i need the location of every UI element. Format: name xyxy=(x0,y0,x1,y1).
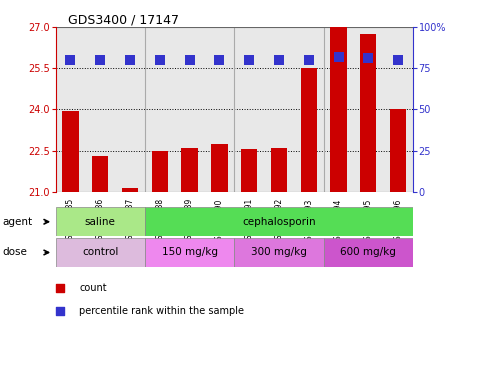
Bar xyxy=(324,238,413,267)
Bar xyxy=(56,207,145,236)
Text: 150 mg/kg: 150 mg/kg xyxy=(162,247,217,258)
Bar xyxy=(330,27,347,192)
Point xyxy=(126,57,134,63)
Point xyxy=(56,285,64,291)
Point xyxy=(185,57,193,63)
Bar xyxy=(360,34,376,192)
Bar xyxy=(182,148,198,192)
Point xyxy=(394,57,402,63)
Text: 600 mg/kg: 600 mg/kg xyxy=(341,247,396,258)
Point xyxy=(56,308,64,314)
Bar xyxy=(390,109,406,192)
Bar xyxy=(145,238,234,267)
Bar xyxy=(62,111,79,192)
Bar xyxy=(122,188,138,192)
Text: GDS3400 / 17147: GDS3400 / 17147 xyxy=(68,13,179,26)
Text: dose: dose xyxy=(2,247,28,258)
Point xyxy=(364,55,372,61)
Bar xyxy=(56,238,145,267)
Text: control: control xyxy=(82,247,118,258)
Text: 300 mg/kg: 300 mg/kg xyxy=(251,247,307,258)
Text: saline: saline xyxy=(85,217,115,227)
Text: percentile rank within the sample: percentile rank within the sample xyxy=(79,306,244,316)
Text: cephalosporin: cephalosporin xyxy=(242,217,316,227)
Bar xyxy=(234,238,324,267)
Point xyxy=(67,57,74,63)
Point xyxy=(305,57,313,63)
Bar xyxy=(152,151,168,192)
Bar xyxy=(145,207,413,236)
Point xyxy=(215,57,223,63)
Bar xyxy=(92,156,108,192)
Point xyxy=(275,57,283,63)
Point xyxy=(156,57,164,63)
Text: count: count xyxy=(79,283,107,293)
Text: agent: agent xyxy=(2,217,32,227)
Bar xyxy=(241,149,257,192)
Point xyxy=(97,57,104,63)
Bar xyxy=(211,144,227,192)
Bar xyxy=(300,68,317,192)
Bar xyxy=(271,148,287,192)
Point xyxy=(245,57,253,63)
Point xyxy=(335,53,342,60)
